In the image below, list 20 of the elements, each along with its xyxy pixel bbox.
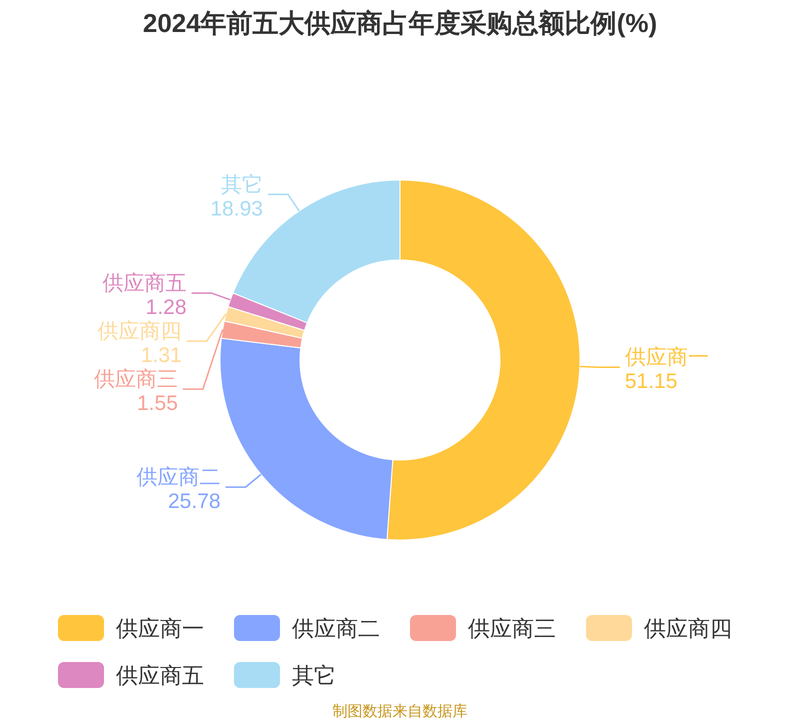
data-label: 1.31 xyxy=(140,344,182,368)
text: 制图数据来自数据库 xyxy=(332,703,468,720)
slice-label: 供应商三 xyxy=(94,368,178,392)
slice-label: 供应商二 xyxy=(136,466,221,490)
legend-label: 供应商三 xyxy=(468,616,556,641)
data-label: 51.15 xyxy=(624,370,678,394)
chart-title: 2024年前五大供应商占年度采购总额比例(%) xyxy=(142,8,658,38)
legend-label: 供应商二 xyxy=(292,616,380,641)
data-label: 1.28 xyxy=(146,296,187,320)
legend-label: 其它 xyxy=(292,663,336,688)
legend-label: 供应商四 xyxy=(644,616,732,641)
slice-label: 供应商五 xyxy=(102,272,187,296)
slice-label: 供应商四 xyxy=(98,320,182,344)
data-label: 1.55 xyxy=(137,392,178,416)
legend-label: 供应商一 xyxy=(116,616,204,641)
slice-label: 其它 xyxy=(220,173,263,196)
data-label: 25.78 xyxy=(168,490,221,514)
legend-label: 供应商五 xyxy=(116,663,204,688)
data-label: 18.93 xyxy=(210,197,263,220)
slice-label: 供应商一 xyxy=(624,346,709,370)
